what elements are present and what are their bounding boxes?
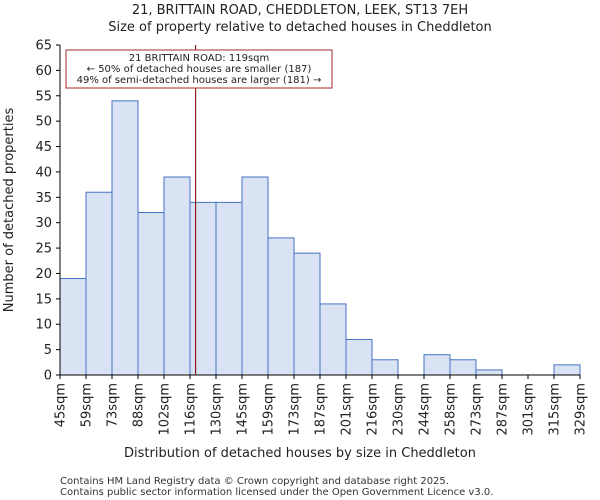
bar-59sqm: [85, 191, 113, 376]
y-tick-label: 60: [35, 64, 52, 79]
annotation-line-2: ← 50% of detached houses are smaller (18…: [87, 64, 312, 75]
bar-315sqm: [553, 364, 581, 376]
y-tick-label: 35: [35, 191, 52, 206]
y-tick-label: 30: [35, 216, 52, 231]
x-tick-label: 258sqm: [444, 383, 459, 436]
plot-axes: [59, 45, 580, 376]
y-tick-label: 20: [35, 267, 52, 282]
bar-173sqm: [293, 252, 321, 376]
bar-88sqm: [137, 212, 165, 376]
chart-title: 21, BRITTAIN ROAD, CHEDDLETON, LEEK, ST1…: [132, 3, 468, 18]
x-ticks-group: 45sqm 59sqm 73sqm 88sqm 102sqm 116sqm 130sqm 14…: [54, 375, 589, 436]
x-tick-label: 216sqm: [366, 383, 381, 436]
x-tick-label: 230sqm: [392, 383, 407, 436]
x-tick-label: 130sqm: [210, 383, 225, 436]
x-tick-label: 59sqm: [80, 383, 95, 427]
bars-group: [59, 100, 581, 376]
bar-258sqm: [449, 359, 477, 376]
x-tick-label: 287sqm: [496, 383, 511, 436]
bar-45sqm: [59, 278, 87, 376]
bar-159sqm: [267, 237, 295, 376]
y-tick-label: 45: [35, 140, 52, 155]
chart-subtitle: Size of property relative to detached ho…: [108, 20, 492, 35]
bar-130sqm: [215, 201, 243, 376]
x-tick-label: 159sqm: [262, 383, 277, 436]
y-tick-label: 50: [35, 115, 52, 130]
x-tick-label: 301sqm: [522, 383, 537, 436]
bar-216sqm: [371, 359, 399, 376]
y-tick-label: 5: [44, 343, 52, 358]
annotation-line-3: 49% of semi-detached houses are larger (…: [77, 75, 322, 86]
bar-145sqm: [241, 176, 269, 376]
x-tick-label: 145sqm: [236, 383, 251, 436]
y-axis-label: Number of detached properties: [2, 108, 17, 313]
annotation-line-1: 21 BRITTAIN ROAD: 119sqm: [129, 53, 270, 64]
x-tick-label: 329sqm: [574, 383, 589, 436]
x-tick-label: 187sqm: [314, 383, 329, 436]
y-tick-label: 15: [35, 292, 52, 307]
bar-102sqm: [163, 176, 191, 376]
bar-273sqm: [475, 369, 503, 376]
bar-201sqm: [345, 338, 373, 376]
y-tick-label: 55: [35, 89, 52, 104]
y-tick-label: 65: [35, 39, 52, 54]
x-tick-label: 116sqm: [184, 383, 199, 436]
x-tick-label: 244sqm: [418, 383, 433, 436]
x-tick-label: 273sqm: [470, 383, 485, 436]
y-tick-label: 10: [35, 318, 52, 333]
x-tick-label: 102sqm: [158, 383, 173, 436]
bar-73sqm: [111, 100, 139, 376]
x-tick-label: 173sqm: [288, 383, 303, 436]
y-tick-label: 25: [35, 242, 52, 257]
annotation-box: [65, 49, 333, 89]
x-axis-label: Distribution of detached houses by size …: [124, 446, 476, 461]
bar-116sqm: [189, 201, 217, 376]
x-tick-label: 88sqm: [132, 383, 147, 427]
y-tick-label: 0: [44, 369, 52, 384]
bar-187sqm: [319, 303, 347, 376]
y-tick-label: 40: [35, 165, 52, 180]
y-ticks-group: 0 5 10 15 20 25 30 35 40 45 50 55 60 65: [35, 39, 60, 384]
x-tick-label: 45sqm: [54, 383, 69, 427]
footer-line-2: Contains public sector information licen…: [60, 487, 493, 498]
x-tick-label: 315sqm: [548, 383, 563, 436]
footer-line-1: Contains HM Land Registry data © Crown c…: [60, 476, 449, 487]
x-tick-label: 201sqm: [340, 383, 355, 436]
x-tick-label: 73sqm: [106, 383, 121, 427]
bar-244sqm: [423, 354, 451, 376]
